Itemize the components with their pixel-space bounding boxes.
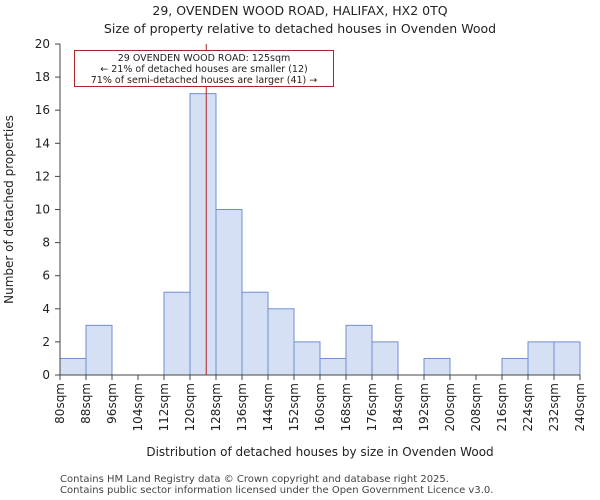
chart-subtitle: Size of property relative to detached ho… xyxy=(103,21,497,36)
annotation-box: 29 OVENDEN WOOD ROAD: 125sqm ← 21% of de… xyxy=(74,50,334,87)
y-tick-label: 12 xyxy=(35,169,50,183)
bar-224sqm xyxy=(527,341,555,376)
bar-88sqm xyxy=(85,324,113,376)
bar-112sqm xyxy=(163,291,191,376)
y-tick-label: 2 xyxy=(42,335,50,349)
y-tick-label: 10 xyxy=(35,203,50,217)
x-tick-label: 216sqm xyxy=(495,383,509,431)
x-tick-label: 192sqm xyxy=(417,383,431,431)
y-tick-label: 14 xyxy=(35,136,50,150)
x-tick-label: 152sqm xyxy=(287,383,301,431)
bar-136sqm xyxy=(241,291,269,376)
bar-120sqm xyxy=(189,93,217,376)
bar-168sqm xyxy=(345,324,373,376)
bar-128sqm xyxy=(215,209,243,376)
y-axis-label: Number of detached properties xyxy=(2,115,16,304)
x-tick-label: 168sqm xyxy=(339,383,353,431)
x-tick-label: 160sqm xyxy=(313,383,327,431)
x-tick-label: 96sqm xyxy=(105,383,119,424)
bar-176sqm xyxy=(371,341,399,376)
bar-216sqm xyxy=(501,357,529,376)
bar-144sqm xyxy=(267,308,295,376)
x-tick-label: 144sqm xyxy=(261,383,275,431)
x-tick-label: 232sqm xyxy=(547,383,561,431)
x-tick-label: 104sqm xyxy=(131,383,145,431)
chart-title: 29, OVENDEN WOOD ROAD, HALIFAX, HX2 0TQ xyxy=(152,3,448,18)
bar-160sqm xyxy=(319,357,347,376)
y-tick-label: 8 xyxy=(42,236,50,250)
x-tick-label: 176sqm xyxy=(365,383,379,431)
x-tick-label: 136sqm xyxy=(235,383,249,431)
credit-line-1: Contains HM Land Registry data © Crown c… xyxy=(60,474,449,485)
y-tick-label: 0 xyxy=(42,368,50,382)
x-tick-label: 208sqm xyxy=(469,383,483,431)
x-tick-label: 112sqm xyxy=(157,383,171,431)
x-axis-label: Distribution of detached houses by size … xyxy=(146,445,493,459)
y-tick-label: 18 xyxy=(35,70,50,84)
x-tick-label: 240sqm xyxy=(573,383,587,431)
x-tick-label: 200sqm xyxy=(443,383,457,431)
annotation-line-2: ← 21% of detached houses are smaller (12… xyxy=(100,64,308,75)
bar-152sqm xyxy=(293,341,321,376)
annotation-line-3: 71% of semi-detached houses are larger (… xyxy=(90,75,318,86)
bar-80sqm xyxy=(59,357,87,376)
annotation-line-1: 29 OVENDEN WOOD ROAD: 125sqm xyxy=(117,53,291,64)
x-tick-label: 80sqm xyxy=(53,383,67,424)
y-tick-label: 16 xyxy=(35,103,50,117)
x-tick-label: 88sqm xyxy=(79,383,93,424)
x-tick-label: 128sqm xyxy=(209,383,223,431)
y-tick-label: 20 xyxy=(35,37,50,51)
x-tick-label: 120sqm xyxy=(183,383,197,431)
x-tick-label: 224sqm xyxy=(521,383,535,431)
x-tick-label: 184sqm xyxy=(391,383,405,431)
credit-line-2: Contains public sector information licen… xyxy=(60,485,494,496)
y-tick-label: 6 xyxy=(42,269,50,283)
bar-232sqm xyxy=(553,341,581,376)
y-tick-label: 4 xyxy=(42,302,50,316)
bar-192sqm xyxy=(423,357,451,376)
